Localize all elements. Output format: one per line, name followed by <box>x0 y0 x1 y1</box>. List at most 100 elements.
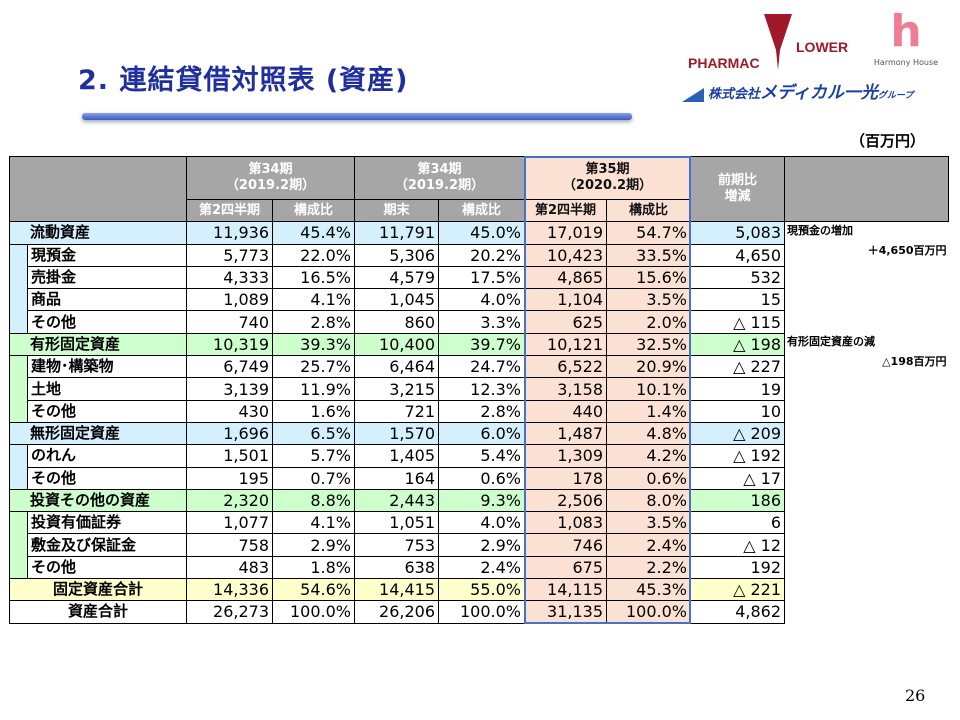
value-cell: 19 <box>690 377 785 401</box>
row-label: 売掛金 <box>27 265 187 290</box>
svg-text:PHARMAC: PHARMAC <box>688 55 760 71</box>
note-cell: 現預金の増加 ＋4,650百万円 <box>785 222 949 333</box>
value-cell: 2.9% <box>438 533 525 557</box>
indent-cell <box>9 400 28 423</box>
value-cell: 10,400 <box>354 332 439 357</box>
value-cell: 45.0% <box>438 221 525 245</box>
value-cell: 1,405 <box>354 444 439 468</box>
value-cell: 4,650 <box>690 243 785 267</box>
value-cell: 3,158 <box>524 377 607 401</box>
value-cell: 11,936 <box>186 221 273 245</box>
value-cell: 100.0% <box>606 600 691 624</box>
subheader: 期末 <box>354 198 439 223</box>
value-cell: 2,506 <box>524 488 607 513</box>
value-cell: 14,415 <box>354 578 439 602</box>
table-row: 投資有価証券 1,077 4.1% 1,051 4.0% 1,083 3.5% 6 <box>9 511 949 535</box>
value-cell: 4.1% <box>272 288 355 312</box>
value-cell: 753 <box>354 533 439 557</box>
value-cell: 14,336 <box>186 578 273 602</box>
value-cell: △ 209 <box>690 421 785 446</box>
row-label: 建物･構築物 <box>27 355 187 379</box>
value-cell: 6,522 <box>524 355 607 379</box>
value-cell: △ 221 <box>690 578 785 602</box>
value-cell: 3,215 <box>354 377 439 401</box>
note-cell: 有形固定資産の減 △198百万円 <box>785 333 949 601</box>
value-cell: 4,865 <box>524 265 607 290</box>
title-underline <box>82 113 632 120</box>
value-cell: 17.5% <box>438 265 525 290</box>
value-cell: 33.5% <box>606 243 691 267</box>
note-amount: ＋4,650百万円 <box>867 244 947 258</box>
value-cell: 4.0% <box>438 288 525 312</box>
value-cell: 6,464 <box>354 355 439 379</box>
table-row: 敷金及び保証金 758 2.9% 753 2.9% 746 2.4% △ 12 <box>9 533 949 557</box>
value-cell: 32.5% <box>606 332 691 357</box>
indent-cell <box>9 511 28 534</box>
value-cell: 5.4% <box>438 444 525 468</box>
value-cell: 1,696 <box>186 421 273 446</box>
indent-cell <box>9 244 28 267</box>
indent-cell <box>9 310 28 334</box>
header-diff: 前期比 増減 <box>690 155 785 223</box>
value-cell: 6,749 <box>186 355 273 379</box>
value-cell: 638 <box>354 555 439 580</box>
value-cell: 746 <box>524 533 607 557</box>
row-label: その他 <box>27 466 187 490</box>
value-cell: 1,077 <box>186 511 273 535</box>
value-cell: 2,320 <box>186 488 273 513</box>
value-cell: 39.7% <box>438 332 525 357</box>
row-label: 投資有価証券 <box>27 511 187 535</box>
indent-cell <box>9 288 28 311</box>
value-cell: 8.0% <box>606 488 691 513</box>
value-cell: 1,570 <box>354 421 439 446</box>
value-cell: 8.8% <box>272 488 355 513</box>
value-cell: △ 115 <box>690 310 785 334</box>
value-cell: 4.2% <box>606 444 691 468</box>
value-cell: 39.3% <box>272 332 355 357</box>
value-cell: 16.5% <box>272 265 355 290</box>
value-cell: 11.9% <box>272 377 355 401</box>
table-row: 資産合計 26,273 100.0% 26,206 100.0% 31,135 100.0%… <box>9 600 949 624</box>
table-row: 流動資産 11,936 45.4% 11,791 45.0% 17,019 54.7% 5,0… <box>9 221 949 257</box>
indent-cell <box>9 377 28 401</box>
header-note <box>784 155 949 223</box>
subheader: 構成比 <box>606 198 691 223</box>
table-row: 投資その他の資産 2,320 8.8% 2,443 9.3% 2,506 8.0% 186 <box>9 488 949 513</box>
value-cell: 675 <box>524 555 607 580</box>
table-row: その他 430 1.6% 721 2.8% 440 1.4% 10 <box>9 399 949 423</box>
unit-label: （百万円） <box>850 132 926 150</box>
row-label: その他 <box>27 310 187 334</box>
value-cell: 1,045 <box>354 288 439 312</box>
value-cell: 1.4% <box>606 399 691 423</box>
table-row: 建物･構築物 6,749 25.7% 6,464 24.7% 6,522 20.9% △ 22… <box>9 355 949 379</box>
note-cell-empty <box>785 601 949 623</box>
table-row: 売掛金 4,333 16.5% 4,579 17.5% 4,865 15.6% 532 <box>9 265 949 290</box>
value-cell: 100.0% <box>272 600 355 624</box>
row-label: 土地 <box>27 377 187 401</box>
value-cell: 860 <box>354 310 439 334</box>
value-cell: 10 <box>690 399 785 423</box>
value-cell: 1,487 <box>524 421 607 446</box>
value-cell: 26,206 <box>354 600 439 624</box>
row-label: 敷金及び保証金 <box>27 533 187 557</box>
value-cell: 54.7% <box>606 221 691 245</box>
value-cell: 0.7% <box>272 466 355 490</box>
harmony-h-mark: h <box>890 10 922 54</box>
pharmac-flower-logo: PHARMAC LOWER <box>688 14 848 71</box>
value-cell: 25.7% <box>272 355 355 379</box>
svg-text:LOWER: LOWER <box>796 39 848 55</box>
header-p34-end: 第34期 （2019.2期） <box>354 156 525 200</box>
harmony-house-text: Harmony House <box>873 58 939 67</box>
value-cell: 195 <box>186 466 273 490</box>
value-cell: 4.0% <box>438 511 525 535</box>
row-label: 投資その他の資産 <box>9 488 187 513</box>
value-cell: 10,319 <box>186 332 273 357</box>
page-title: 2. 連結貸借対照表 (資産) <box>78 65 409 96</box>
indent-cell <box>9 266 28 289</box>
value-cell: 10,121 <box>524 332 607 357</box>
table-row: その他 483 1.8% 638 2.4% 675 2.2% 192 <box>9 555 949 580</box>
value-cell: 0.6% <box>438 466 525 490</box>
value-cell: 164 <box>354 466 439 490</box>
value-cell: 483 <box>186 555 273 580</box>
row-label: その他 <box>27 399 187 423</box>
